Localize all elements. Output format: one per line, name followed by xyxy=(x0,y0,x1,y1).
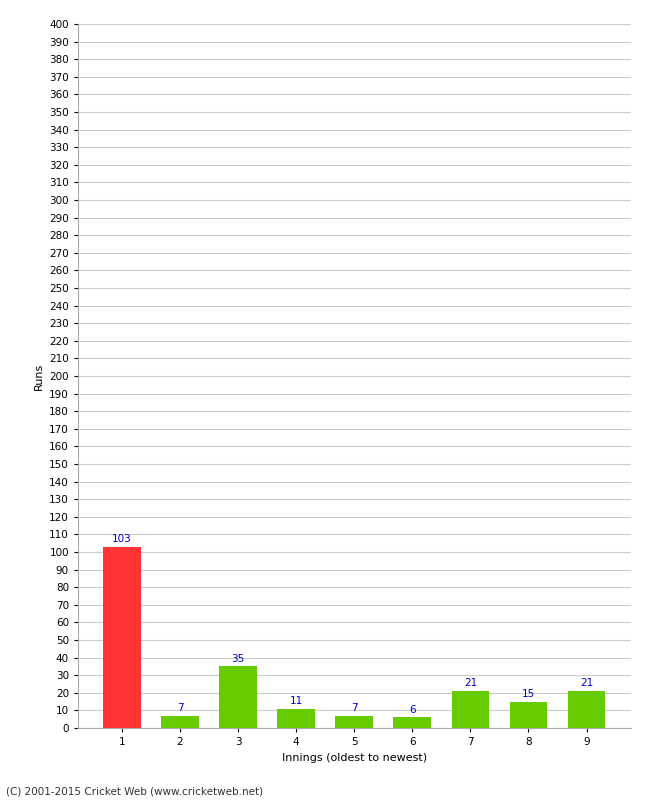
Bar xyxy=(567,691,605,728)
Bar xyxy=(219,666,257,728)
Text: (C) 2001-2015 Cricket Web (www.cricketweb.net): (C) 2001-2015 Cricket Web (www.cricketwe… xyxy=(6,786,264,796)
Bar xyxy=(335,716,373,728)
Bar xyxy=(452,691,489,728)
Text: 15: 15 xyxy=(522,689,535,699)
Bar xyxy=(103,546,141,728)
Bar xyxy=(161,716,199,728)
Text: 11: 11 xyxy=(289,696,303,706)
Text: 35: 35 xyxy=(231,654,245,664)
Text: 21: 21 xyxy=(580,678,593,688)
X-axis label: Innings (oldest to newest): Innings (oldest to newest) xyxy=(281,753,427,762)
Text: 7: 7 xyxy=(177,703,183,713)
Bar xyxy=(510,702,547,728)
Y-axis label: Runs: Runs xyxy=(34,362,44,390)
Text: 21: 21 xyxy=(463,678,477,688)
Text: 103: 103 xyxy=(112,534,132,544)
Text: 6: 6 xyxy=(409,705,415,715)
Text: 7: 7 xyxy=(351,703,358,713)
Bar xyxy=(393,718,431,728)
Bar xyxy=(278,709,315,728)
